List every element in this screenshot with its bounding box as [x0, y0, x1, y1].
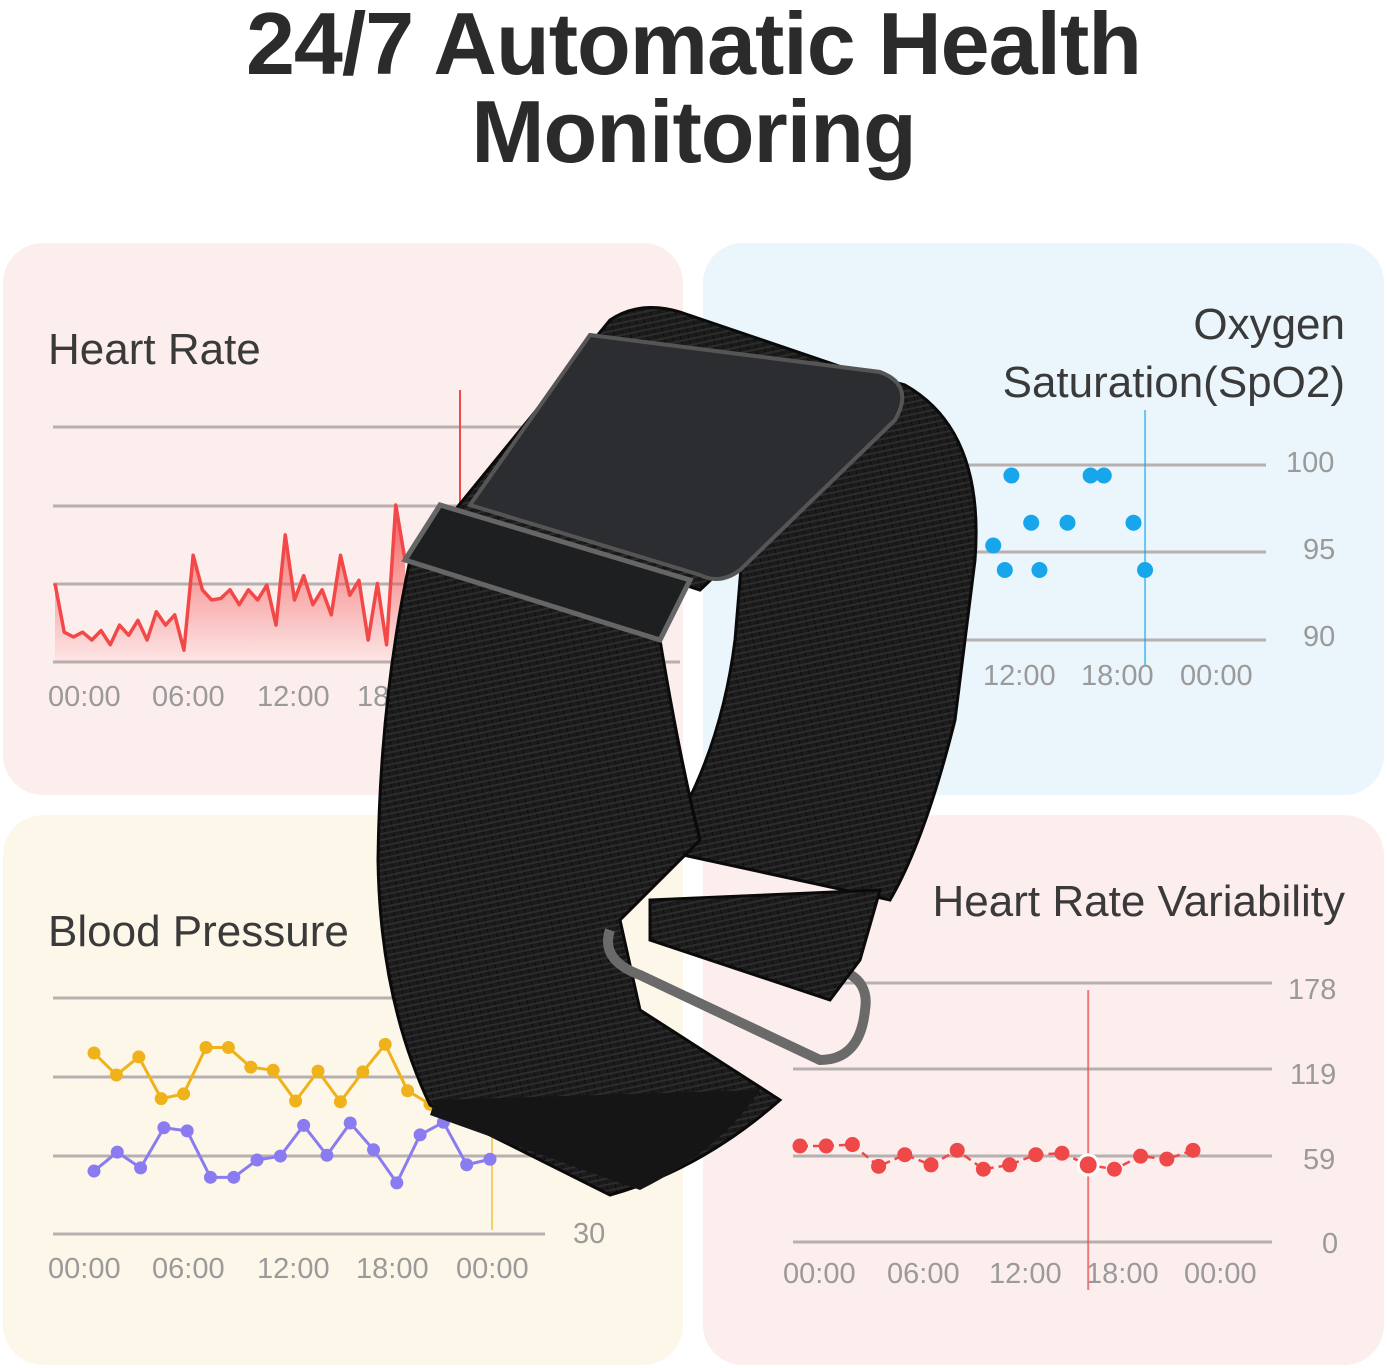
diastolic-point [157, 1121, 171, 1135]
hrv-point [1133, 1148, 1149, 1164]
hrv-point [949, 1142, 965, 1158]
hrv-point [1002, 1157, 1018, 1173]
x-tick: 00:00 [783, 1258, 856, 1290]
heart-rate-line [53, 503, 407, 652]
x-tick: 12:00 [257, 681, 330, 713]
hrv-point [818, 1138, 834, 1154]
headline-line1: 24/7 Automatic Health [245, 0, 1142, 93]
spo2-title-line2: Saturation(SpO2) [1002, 358, 1345, 407]
systolic-point [87, 1046, 101, 1060]
hrv-highlight-point [1076, 1153, 1100, 1177]
systolic-point [333, 1095, 347, 1109]
systolic-point [244, 1060, 258, 1074]
x-tick: 00:00 [48, 681, 121, 713]
y-tick: 119 [1290, 1059, 1337, 1091]
x-tick: 00:00 [1184, 1258, 1257, 1290]
systolic-point [289, 1094, 303, 1108]
heart-rate-title: Heart Rate [48, 325, 261, 374]
x-tick: 18:00 [356, 1253, 429, 1285]
diastolic-point [460, 1158, 474, 1172]
y-tick: 178 [1288, 974, 1337, 1006]
spo2-point [1003, 467, 1020, 484]
hrv-point [1106, 1161, 1122, 1177]
diastolic-point [367, 1143, 381, 1157]
x-tick: 00:00 [48, 1253, 121, 1285]
x-tick: 00:00 [456, 1253, 529, 1285]
spo2-point [1023, 514, 1040, 531]
diastolic-point [110, 1145, 124, 1159]
hrv-point [897, 1147, 913, 1163]
hrv-point [844, 1137, 860, 1153]
diastolic-point [250, 1153, 264, 1167]
diastolic-point [273, 1149, 287, 1163]
x-tick: 06:00 [152, 1253, 225, 1285]
hrv-point [1028, 1147, 1044, 1163]
hrv-point [1159, 1151, 1175, 1167]
diastolic-point [320, 1148, 334, 1162]
y-tick: 30 [573, 1218, 606, 1250]
spo2-point [996, 562, 1013, 578]
spo2-point [1031, 562, 1048, 578]
x-tick: 12:00 [983, 660, 1056, 692]
systolic-point [154, 1092, 168, 1106]
spo2-point [1059, 514, 1076, 531]
blood-pressure-title: Blood Pressure [48, 907, 349, 956]
diastolic-point [87, 1164, 101, 1178]
systolic-line [92, 1041, 431, 1106]
diastolic-point [203, 1170, 217, 1184]
systolic-point [266, 1063, 280, 1077]
systolic-point [177, 1087, 191, 1101]
diastolic-point [297, 1118, 311, 1132]
systolic-point [378, 1037, 392, 1051]
hrv-line [800, 1143, 1194, 1171]
systolic-point [401, 1084, 415, 1098]
hrv-point [1185, 1142, 1201, 1158]
hrv-point [923, 1157, 939, 1173]
spo2-point [1137, 562, 1154, 578]
x-tick: 06:00 [887, 1258, 960, 1290]
x-tick: 06:00 [152, 681, 225, 713]
systolic-point [132, 1050, 146, 1064]
spo2-point [1125, 514, 1142, 531]
x-tick: 12:00 [257, 1253, 330, 1285]
y-tick: 59 [1303, 1144, 1336, 1176]
diastolic-point [343, 1116, 357, 1130]
x-tick: 12:00 [989, 1258, 1062, 1290]
y-tick: 95 [1303, 534, 1336, 566]
systolic-point [109, 1068, 123, 1082]
hrv-point [1054, 1145, 1070, 1161]
y-tick: 0 [1322, 1228, 1339, 1260]
x-tick: 00:00 [1180, 660, 1253, 692]
spo2-point [1095, 467, 1112, 484]
hrv-point [792, 1138, 808, 1154]
diastolic-point [413, 1128, 427, 1142]
systolic-point [311, 1064, 325, 1078]
systolic-point [199, 1040, 213, 1054]
headline-line2: Monitoring [471, 82, 917, 181]
hrv-title: Heart Rate Variability [932, 877, 1345, 926]
systolic-point [356, 1065, 370, 1079]
diastolic-point [390, 1176, 404, 1190]
diastolic-point [180, 1124, 194, 1138]
hrv-point [871, 1158, 887, 1174]
spo2-point [1082, 467, 1099, 484]
x-tick: 18:00 [1086, 1258, 1159, 1290]
spo2-title-line1: Oxygen [1193, 300, 1345, 349]
y-tick: 90 [1303, 621, 1336, 653]
y-tick: 100 [1286, 447, 1335, 479]
diastolic-point [227, 1170, 241, 1184]
diastolic-point [134, 1161, 148, 1175]
x-tick: 18:00 [1081, 660, 1154, 692]
hrv-point [975, 1161, 991, 1177]
diastolic-point [483, 1152, 497, 1166]
systolic-point [221, 1040, 235, 1054]
heart-rate-area [55, 505, 405, 662]
spo2-point [985, 537, 1002, 554]
